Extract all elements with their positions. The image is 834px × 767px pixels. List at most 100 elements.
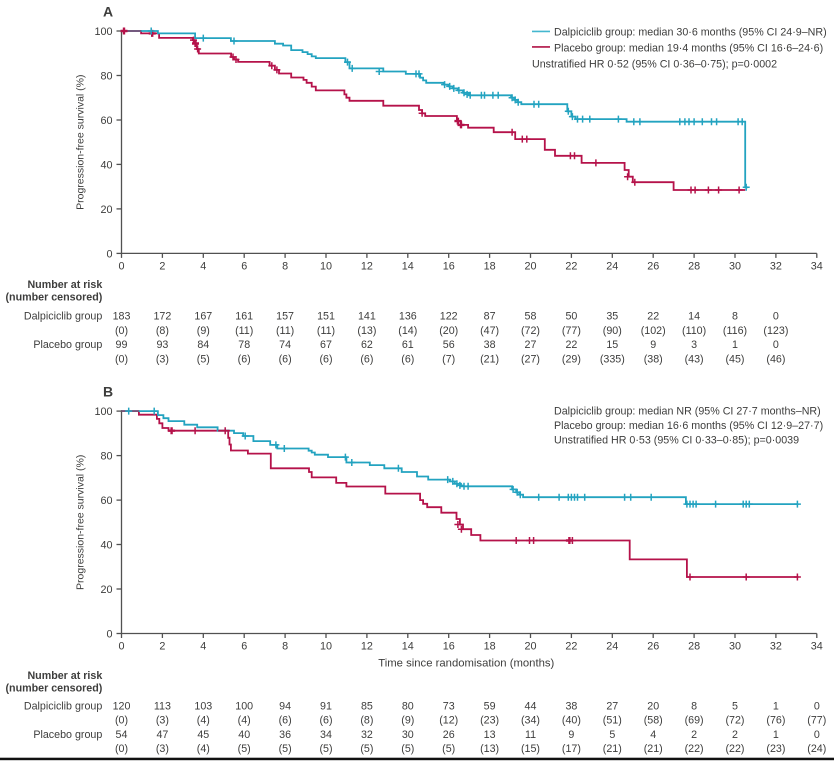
svg-text:84: 84 (197, 339, 209, 351)
svg-text:47: 47 (156, 729, 168, 741)
svg-text:24: 24 (606, 260, 618, 272)
svg-text:80: 80 (100, 451, 112, 463)
svg-text:8: 8 (732, 310, 738, 322)
svg-text:(69): (69) (685, 715, 704, 727)
svg-text:(6): (6) (238, 354, 251, 366)
svg-text:0: 0 (773, 339, 779, 351)
svg-text:(24): (24) (807, 743, 826, 755)
svg-text:(3): (3) (156, 743, 169, 755)
svg-text:(9): (9) (197, 325, 210, 337)
svg-text:(77): (77) (562, 325, 581, 337)
svg-text:(110): (110) (682, 325, 706, 337)
svg-text:(72): (72) (521, 325, 540, 337)
svg-text:(13): (13) (357, 325, 376, 337)
svg-text:1: 1 (773, 729, 779, 741)
svg-text:(5): (5) (442, 743, 455, 755)
svg-text:10: 10 (320, 640, 332, 652)
svg-text:(21): (21) (480, 354, 499, 366)
svg-text:Number at risk: Number at risk (27, 670, 102, 682)
svg-text:(46): (46) (766, 354, 785, 366)
svg-text:Progression-free survival (%): Progression-free survival (%) (75, 75, 87, 210)
svg-text:151: 151 (317, 310, 335, 322)
svg-text:2: 2 (159, 640, 165, 652)
svg-text:74: 74 (279, 339, 291, 351)
svg-text:(22): (22) (725, 743, 744, 755)
svg-text:4: 4 (200, 260, 206, 272)
svg-text:4: 4 (650, 729, 656, 741)
svg-text:38: 38 (484, 339, 496, 351)
svg-text:(5): (5) (319, 743, 332, 755)
svg-text:58: 58 (525, 310, 537, 322)
svg-text:80: 80 (100, 70, 112, 82)
svg-text:(13): (13) (480, 743, 499, 755)
svg-text:(11): (11) (235, 325, 253, 337)
svg-text:(5): (5) (401, 743, 414, 755)
svg-text:Placebo group: Placebo group (33, 729, 102, 741)
svg-text:2: 2 (159, 260, 165, 272)
svg-text:26: 26 (647, 640, 659, 652)
svg-text:20: 20 (100, 584, 112, 596)
svg-text:0: 0 (814, 701, 820, 713)
svg-text:6: 6 (241, 260, 247, 272)
svg-text:14: 14 (402, 260, 414, 272)
svg-text:(6): (6) (279, 354, 292, 366)
svg-text:(12): (12) (439, 715, 458, 727)
svg-text:Dalpiciclib group: Dalpiciclib group (24, 310, 102, 322)
svg-text:(0): (0) (115, 354, 128, 366)
svg-text:18: 18 (484, 260, 496, 272)
svg-text:(76): (76) (766, 715, 785, 727)
svg-text:(102): (102) (641, 325, 666, 337)
svg-text:(7): (7) (442, 354, 455, 366)
svg-text:44: 44 (525, 701, 537, 713)
svg-text:94: 94 (279, 701, 291, 713)
svg-text:0: 0 (773, 310, 779, 322)
svg-text:30: 30 (729, 640, 741, 652)
svg-text:2: 2 (732, 729, 738, 741)
svg-text:(6): (6) (319, 354, 332, 366)
svg-text:28: 28 (688, 260, 700, 272)
svg-text:136: 136 (399, 310, 417, 322)
svg-text:172: 172 (153, 310, 171, 322)
svg-text:100: 100 (94, 406, 112, 418)
svg-text:(3): (3) (156, 354, 169, 366)
svg-text:103: 103 (194, 701, 212, 713)
svg-text:(45): (45) (725, 354, 744, 366)
svg-text:45: 45 (197, 729, 209, 741)
svg-text:2: 2 (691, 729, 697, 741)
svg-text:3: 3 (691, 339, 697, 351)
svg-text:0: 0 (118, 260, 124, 272)
svg-text:32: 32 (770, 640, 782, 652)
svg-text:56: 56 (443, 339, 455, 351)
svg-text:(4): (4) (238, 715, 251, 727)
svg-text:Unstratified HR 0·52 (95% CI 0: Unstratified HR 0·52 (95% CI 0·36–0·75);… (532, 59, 777, 71)
svg-text:73: 73 (443, 701, 455, 713)
svg-text:(34): (34) (521, 715, 540, 727)
svg-text:30: 30 (729, 260, 741, 272)
svg-text:22: 22 (565, 640, 577, 652)
svg-text:8: 8 (282, 640, 288, 652)
svg-text:36: 36 (279, 729, 291, 741)
svg-text:(5): (5) (238, 743, 251, 755)
svg-text:(27): (27) (521, 354, 540, 366)
svg-text:(0): (0) (115, 715, 128, 727)
svg-text:22: 22 (565, 339, 577, 351)
svg-text:34: 34 (811, 260, 823, 272)
svg-text:(123): (123) (763, 325, 788, 337)
svg-text:1: 1 (732, 339, 738, 351)
svg-text:34: 34 (811, 640, 823, 652)
svg-text:(4): (4) (197, 743, 210, 755)
svg-text:40: 40 (238, 729, 250, 741)
svg-text:15: 15 (606, 339, 618, 351)
svg-text:(17): (17) (562, 743, 581, 755)
svg-text:9: 9 (650, 339, 656, 351)
svg-text:Time since randomisation (mont: Time since randomisation (months) (378, 658, 554, 670)
svg-text:(77): (77) (807, 715, 826, 727)
svg-text:(4): (4) (197, 715, 210, 727)
svg-text:(8): (8) (156, 325, 169, 337)
svg-text:91: 91 (320, 701, 332, 713)
svg-text:(number censored): (number censored) (5, 682, 102, 694)
svg-text:1: 1 (773, 701, 779, 713)
svg-text:(40): (40) (562, 715, 581, 727)
svg-text:113: 113 (154, 701, 171, 713)
svg-text:18: 18 (484, 640, 496, 652)
